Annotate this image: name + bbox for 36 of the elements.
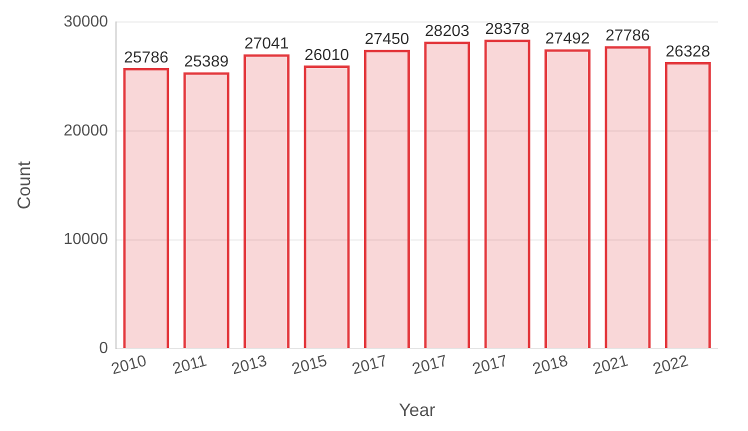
x-tick-label: 2017: [470, 352, 510, 378]
data-label: 28378: [485, 21, 530, 38]
bar: [244, 54, 290, 348]
x-tick-label: 2013: [230, 352, 269, 378]
bar: [664, 62, 711, 348]
bar: [123, 68, 170, 348]
data-label: 28203: [424, 22, 470, 40]
bar: [484, 40, 530, 348]
data-label: 26010: [304, 46, 350, 64]
y-tick-label: 0: [99, 340, 108, 358]
data-label: 27450: [364, 31, 410, 48]
y-tick-label: 20000: [64, 122, 108, 140]
data-label: 27492: [545, 30, 590, 48]
x-tick-label: 2018: [530, 352, 570, 378]
bar: [604, 46, 651, 348]
bar: [183, 72, 230, 348]
x-tick-label: 2022: [651, 352, 690, 378]
bar: [544, 49, 591, 348]
bar: [304, 65, 350, 348]
x-tick-label: 2017: [410, 352, 450, 378]
x-tick-label: 2011: [170, 352, 209, 378]
x-tick-label: 2010: [110, 352, 148, 378]
data-label: 27786: [605, 28, 650, 45]
x-tick-label: 2017: [350, 352, 390, 378]
y-tick-label: 10000: [64, 231, 108, 248]
bar: [364, 50, 410, 348]
bar: [424, 42, 470, 348]
x-tick-label: 2015: [290, 352, 330, 378]
data-label: 25389: [184, 54, 229, 71]
y-tick-label: 30000: [64, 13, 108, 30]
data-label: 26328: [666, 43, 710, 60]
x-axis-title: Year: [398, 400, 436, 420]
data-label: 25786: [124, 49, 169, 66]
y-axis-title: Count: [14, 161, 34, 210]
data-label: 27041: [244, 36, 289, 53]
x-tick-label: 2021: [591, 352, 630, 378]
